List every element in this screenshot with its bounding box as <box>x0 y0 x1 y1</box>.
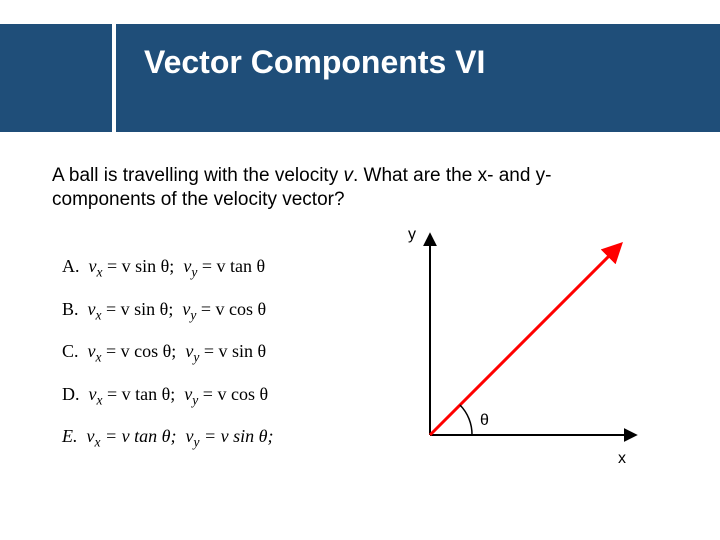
question-text: A ball is travelling with the velocity v… <box>52 164 652 212</box>
answer-B-vy: v cos θ <box>215 299 266 319</box>
answer-E: E. vx = v tan θ; vy = v sin θ; <box>62 426 274 451</box>
question-pre: A ball is travelling with the velocity <box>52 165 343 186</box>
slide-title: Vector Components VI <box>144 44 485 81</box>
answer-A-label: A. <box>62 256 80 276</box>
question-var: v <box>343 165 353 186</box>
answer-A-vx: v sin θ <box>122 256 170 276</box>
answer-C-vy: v sin θ <box>218 341 266 361</box>
answer-C: C. vx = v cos θ; vy = v sin θ <box>62 341 274 366</box>
answer-A-vy: v tan θ <box>216 256 265 276</box>
angle-arc <box>460 405 472 435</box>
answer-D: D. vx = v tan θ; vy = v cos θ <box>62 384 274 409</box>
header: Vector Components VI <box>0 0 720 132</box>
theta-label: θ <box>480 412 489 429</box>
header-divider <box>112 24 116 132</box>
answer-B-label: B. <box>62 299 79 319</box>
answer-D-vy: v cos θ <box>217 384 268 404</box>
answer-E-vy: v sin θ <box>221 426 268 446</box>
y-axis-label: y <box>408 226 416 243</box>
answer-B-vx: v sin θ <box>121 299 169 319</box>
answer-list: A. vx = v sin θ; vy = v tan θ B. vx = v … <box>62 256 274 469</box>
answer-D-vx: v tan θ <box>122 384 171 404</box>
answer-C-label: C. <box>62 341 79 361</box>
answer-B: B. vx = v sin θ; vy = v cos θ <box>62 299 274 324</box>
answer-D-label: D. <box>62 384 80 404</box>
velocity-vector <box>430 245 620 435</box>
vector-diagram: y x θ <box>390 225 690 475</box>
answer-A: A. vx = v sin θ; vy = v tan θ <box>62 256 274 281</box>
x-axis-label: x <box>618 450 626 467</box>
answer-E-vx: v tan θ <box>122 426 171 446</box>
answer-C-vx: v cos θ <box>121 341 172 361</box>
answer-E-label: E. <box>62 426 78 446</box>
